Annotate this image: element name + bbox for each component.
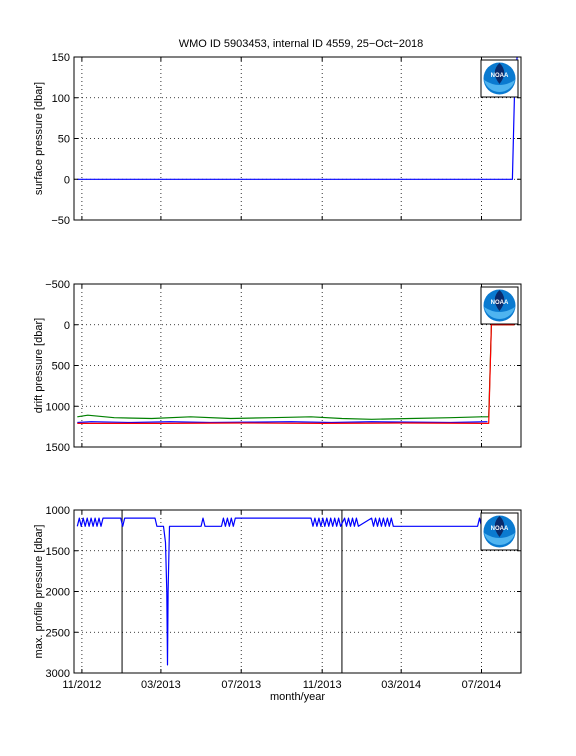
- x-axis-label: month/year: [270, 691, 325, 703]
- x-tick-label: 07/2013: [221, 679, 261, 691]
- logo-text: NOAA: [491, 73, 509, 79]
- noaa-logo-icon: NOAA: [480, 59, 519, 98]
- logo-bird: [494, 63, 505, 84]
- y-tick-label: 2500: [46, 627, 70, 639]
- y-tick-label: 3000: [46, 668, 70, 680]
- axes-frame: [73, 56, 522, 221]
- axes-frame: [73, 509, 522, 674]
- logo-bird: [494, 290, 505, 311]
- series-line-blue: [77, 421, 488, 424]
- logo-wave: [484, 307, 515, 320]
- y-tick-label: 150: [52, 52, 70, 64]
- y-tick-label: −50: [51, 215, 70, 227]
- series-line-red: [77, 324, 515, 424]
- y-tick-label: 100: [52, 93, 70, 105]
- y-tick-label: 0: [64, 174, 70, 186]
- y-tick-label: 0: [64, 320, 70, 332]
- y-tick-label: 2000: [46, 587, 70, 599]
- noaa-logo-icon: NOAA: [480, 286, 519, 325]
- logo-wave: [484, 80, 515, 93]
- series-line-blue: [76, 517, 491, 666]
- series-line-green: [77, 324, 515, 420]
- y-tick-label: 500: [52, 361, 70, 373]
- series-group: [77, 324, 515, 424]
- y-tick-label: 50: [58, 134, 70, 146]
- figure-title: WMO ID 5903453, internal ID 4559, 25−Oct…: [179, 38, 424, 50]
- y-tick-label: 1500: [46, 442, 70, 454]
- y-tick-label: 1000: [46, 401, 70, 413]
- panel-1: −50 0 50 100 150 surface pressure [dbar] NOAA: [33, 52, 522, 227]
- y-tick-label: 1500: [46, 546, 70, 558]
- logo-bird: [494, 516, 505, 537]
- y-axis-label: max. profile pressure [dbar]: [33, 525, 45, 659]
- x-tick-label: 03/2013: [141, 679, 181, 691]
- series-group: [76, 517, 491, 666]
- y-tick-label: −500: [45, 279, 70, 291]
- x-tick-label: 11/2012: [62, 679, 101, 691]
- y-tick-label: 1000: [46, 505, 70, 517]
- logo-text: NOAA: [491, 526, 509, 532]
- series-group: [77, 57, 518, 180]
- noaa-logo-icon: NOAA: [480, 512, 519, 551]
- series-line-blue: [77, 57, 518, 180]
- logo-wave: [484, 533, 515, 546]
- y-axis-label: drift pressure [dbar]: [33, 318, 45, 413]
- x-tick-label: 03/2014: [381, 679, 421, 691]
- x-tick-label: 11/2013: [303, 679, 342, 691]
- panel-2: −500 0 500 1000 1500 drift pressure [dbar] NOA…: [33, 279, 522, 454]
- logo-text: NOAA: [491, 300, 509, 306]
- x-tick-label: 07/2014: [462, 679, 502, 691]
- y-axis-label: surface pressure [dbar]: [33, 82, 45, 195]
